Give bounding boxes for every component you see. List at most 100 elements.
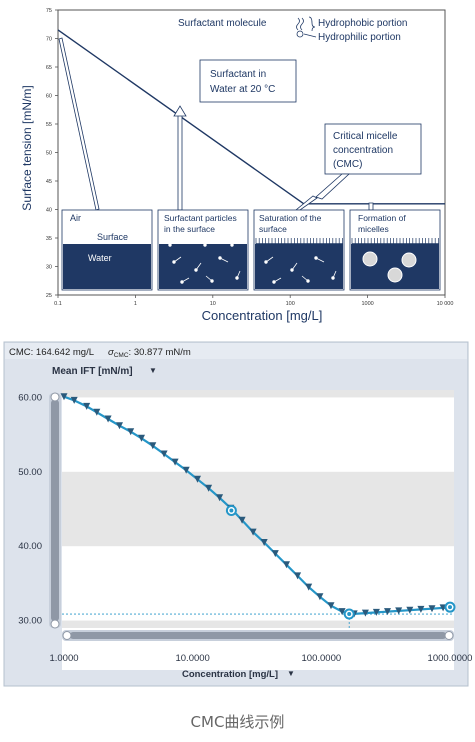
x-tick-label: 1: [134, 301, 137, 307]
y-scroll-bottom-handle[interactable]: [50, 619, 60, 629]
data-point: [361, 609, 369, 617]
y-tick-label: 60: [46, 94, 52, 100]
x-axis-label: Concentration [mg/L]: [202, 308, 323, 323]
y-tick-label: 55: [46, 122, 52, 128]
data-point: [93, 408, 101, 416]
data-point: [216, 494, 224, 502]
panel-micelles: Formation of micelles: [349, 209, 441, 291]
data-point: [338, 608, 346, 616]
y-scrollbar-thumb[interactable]: [51, 400, 59, 621]
molecule-tail-icon: [296, 17, 304, 31]
data-point: [428, 605, 436, 613]
data-point: [104, 415, 112, 423]
data-point: [271, 550, 279, 558]
data-point: [260, 539, 268, 546]
surfactant-molecule-label: Surfactant molecule: [178, 18, 267, 29]
condition-box: [199, 59, 297, 103]
x-tick-label: 10: [210, 301, 216, 307]
data-point: [395, 607, 403, 615]
data-point: [149, 442, 157, 450]
data-point: [283, 561, 290, 569]
y-tick-label: 35: [46, 236, 52, 242]
cmc-callout-line1: Critical micelle: [333, 131, 398, 142]
data-point: [294, 572, 302, 580]
y-scroll-top-handle[interactable]: [50, 392, 60, 402]
cmc-callout-box: [324, 123, 422, 175]
x-axis-title[interactable]: Concentration [mg/L]: [182, 669, 278, 680]
data-point: [171, 458, 179, 466]
y-axis-dropdown-icon[interactable]: ▼: [149, 366, 157, 375]
x-tick-label: 0.1: [54, 301, 62, 307]
y-tick-label: 30.00: [18, 616, 42, 627]
fit-marker-core: [229, 508, 234, 513]
data-point: [194, 475, 201, 483]
y-tick-label: 75: [46, 8, 52, 14]
y-tick-label: 50.00: [18, 467, 42, 478]
x-scroll-right-handle[interactable]: [444, 631, 454, 640]
series-line: [57, 29, 445, 205]
panel-1-water-label: Water: [88, 253, 112, 263]
cmc-callout-line2: concentration: [333, 145, 393, 156]
panel-1-title: Air: [70, 213, 81, 223]
data-point: [205, 484, 213, 492]
fit-marker-core: [347, 612, 352, 617]
figure-caption: CMC曲线示例: [190, 713, 285, 731]
data-point: [160, 450, 168, 458]
panel-1-surface-label: Surface: [97, 232, 128, 242]
y-axis: 25 30 35 40 45 50 55 60 65 70 75: [46, 8, 58, 299]
data-point: [406, 606, 414, 614]
panel-3-title-1: Saturation of the: [259, 213, 322, 223]
hydrophobic-label: Hydrophobic portion: [318, 18, 408, 29]
x-tick-label: 1.0000: [49, 653, 78, 664]
molecule-bracket-icon: [308, 16, 316, 32]
ift-series: [60, 393, 456, 620]
molecule-head-icon: [296, 30, 304, 38]
data-point: [327, 602, 335, 610]
data-point: [305, 583, 313, 591]
x-tick-label: 1000: [361, 301, 373, 307]
fit-marker-core: [448, 605, 452, 610]
cmc-guides: [62, 613, 454, 628]
panel-4-title-1: Formation of: [358, 213, 406, 223]
micelle-icons: [362, 251, 417, 283]
y-tick-label: 30: [46, 265, 52, 271]
plot-frame: [57, 9, 446, 296]
panel-3-title-2: surface: [259, 224, 287, 234]
panel-saturation: Saturation of the surface: [253, 209, 345, 291]
x-tick-label: 10.0000: [175, 653, 209, 664]
panel-surface-particles: Surfactant particles in the surface: [157, 209, 249, 291]
y-tick-label: 65: [46, 65, 52, 71]
cmc-callout-line3: (CMC): [333, 159, 362, 170]
panel-4-title-2: micelles: [358, 224, 389, 234]
data-point: [249, 528, 257, 536]
x-axis-dropdown-icon[interactable]: ▼: [287, 669, 295, 678]
grid-band: [62, 620, 454, 628]
data-point: [127, 428, 135, 436]
y-axis-ticks: 30.00 40.00 50.00 60.00: [18, 392, 42, 626]
x-tick-label: 100.0000: [302, 653, 342, 664]
x-scrollbar-thumb[interactable]: [70, 632, 446, 639]
surface-tension-chart: 25 30 35 40 45 50 55 60 65 70 75 0.1 1 10 100 1000 10 0…: [20, 8, 453, 323]
y-tick-label: 45: [46, 179, 52, 185]
x-scroll-left-handle[interactable]: [62, 631, 72, 640]
header-strip: [5, 343, 467, 359]
data-point: [70, 396, 78, 404]
y-axis-title[interactable]: Mean IFT [mN/m]: [52, 366, 133, 377]
x-tick-label: 1000.0000: [428, 653, 473, 664]
y-tick-label: 40.00: [18, 541, 42, 552]
data-point: [384, 608, 391, 616]
data-point: [372, 608, 380, 616]
hydrophilic-label: Hydrophilic portion: [318, 32, 401, 43]
y-tick-label: 70: [46, 37, 52, 43]
hydrophilic-leader: [303, 33, 317, 38]
grid-band: [62, 471, 454, 547]
y-tick-label: 25: [46, 293, 52, 299]
surface-tension-line: [57, 29, 445, 205]
sigma-readout: σCMC: 30.877 mN/m: [108, 347, 191, 359]
data-point: [238, 516, 246, 524]
condition-line2: Water at 20 °C: [210, 84, 275, 95]
data-point: [83, 402, 91, 410]
y-tick-label: 50: [46, 151, 52, 157]
grid-band: [62, 390, 454, 398]
condition-line1: Surfactant in: [210, 69, 266, 80]
